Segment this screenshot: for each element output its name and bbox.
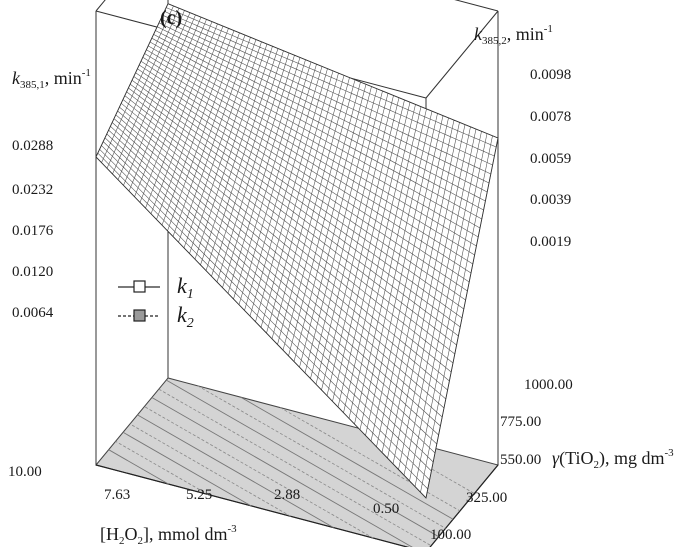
y-tick-label: 1000.00 bbox=[524, 377, 573, 393]
z-left-tick-label: 0.0120 bbox=[12, 264, 53, 280]
z-right-tick-label: 0.0078 bbox=[530, 109, 571, 125]
y-tick-label: 100.00 bbox=[430, 527, 471, 543]
legend-label-k1: k1 bbox=[177, 273, 194, 302]
z-right-axis-title: k385,2, min-1 bbox=[474, 23, 553, 47]
surface-fill bbox=[96, 3, 498, 498]
z-left-tick-label: 0.0064 bbox=[12, 305, 54, 321]
contour-k1 bbox=[166, 379, 439, 538]
legend-entry-k1: k1 bbox=[118, 273, 194, 302]
legend-entry-k2: k2 bbox=[118, 302, 194, 331]
z-left-axis-title: k385,1, min-1 bbox=[12, 67, 91, 91]
panel-label: (c) bbox=[160, 7, 182, 29]
surface-mesh bbox=[95, 3, 499, 499]
legend-label-k2: k2 bbox=[177, 302, 194, 331]
x-axis-title: [H2O2], mmol dm-3 bbox=[100, 523, 237, 547]
contour-k1 bbox=[151, 397, 413, 547]
box-edge bbox=[425, 10, 499, 99]
surface-outline bbox=[95, 3, 499, 499]
z-right-tick-labels: 0.0098 0.0078 0.0059 0.0039 0.0019 bbox=[530, 67, 571, 250]
z-right-tick-label: 0.0059 bbox=[530, 151, 571, 167]
contour-k2 bbox=[129, 423, 291, 517]
contour-k1 bbox=[122, 431, 252, 507]
contour-k2 bbox=[197, 385, 446, 529]
y-tick-label: 325.00 bbox=[466, 490, 507, 506]
box-edge bbox=[454, 0, 499, 12]
z-right-tick-label: 0.0019 bbox=[530, 234, 571, 250]
y-tick-label: 775.00 bbox=[500, 414, 541, 430]
x-tick-label: 10.00 bbox=[8, 464, 42, 480]
box-edge bbox=[95, 0, 106, 12]
contour-k1 bbox=[108, 449, 169, 485]
x-axis-line bbox=[95, 464, 410, 547]
z-left-tick-label: 0.0288 bbox=[12, 138, 53, 154]
x-tick-label: 5.25 bbox=[186, 487, 212, 503]
z-right-tick-label: 0.0039 bbox=[530, 192, 571, 208]
z-left-tick-label: 0.0232 bbox=[12, 182, 53, 198]
y-axis-line bbox=[429, 464, 499, 547]
z-left-tick-label: 0.0176 bbox=[12, 223, 54, 239]
z-left-tick-labels: 0.0288 0.0232 0.0176 0.0120 0.0064 bbox=[12, 138, 54, 321]
contour-k2 bbox=[280, 407, 461, 512]
x-tick-label: 7.63 bbox=[104, 487, 130, 503]
x-tick-label: 0.50 bbox=[373, 501, 399, 517]
contour-k2 bbox=[115, 440, 209, 495]
y-axis-title: γ(TiO2), mg dm-3 bbox=[552, 447, 674, 471]
floor-plane bbox=[95, 377, 499, 547]
y-tick-labels: 100.00 325.00 550.00 775.00 1000.00 bbox=[430, 377, 573, 543]
legend-marker-open-square bbox=[133, 280, 146, 293]
legend-marker-filled-square bbox=[133, 309, 146, 322]
z-right-tick-label: 0.0098 bbox=[530, 67, 571, 83]
y-tick-label: 550.00 bbox=[500, 452, 541, 468]
x-tick-label: 2.88 bbox=[274, 487, 300, 503]
contour-lines bbox=[108, 379, 475, 547]
contour-k1 bbox=[240, 396, 454, 520]
x-tick-labels: 10.00 7.63 5.25 2.88 0.50 bbox=[8, 464, 399, 517]
contour-k2 bbox=[144, 406, 374, 539]
legend: k1 k2 bbox=[118, 273, 194, 331]
contour-k2 bbox=[158, 388, 432, 547]
contour-k1 bbox=[137, 414, 334, 529]
